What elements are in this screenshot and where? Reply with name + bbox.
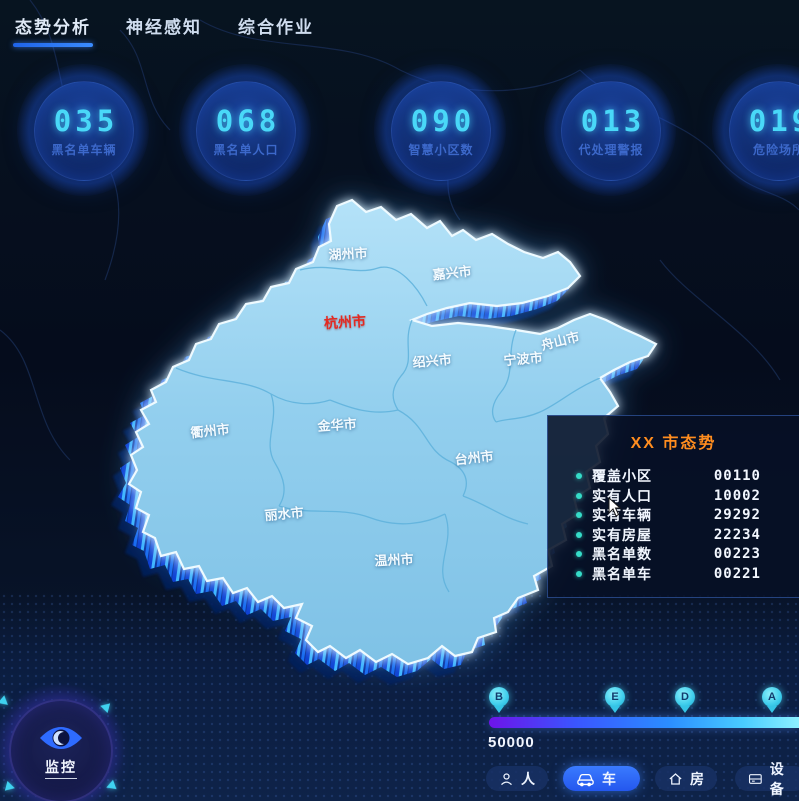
city-label-hangzhou-highlighted[interactable]: 杭州市	[323, 312, 367, 332]
panel-row-actual-houses: 实有房屋 22234	[548, 526, 799, 544]
filter-label: 车	[602, 770, 616, 787]
panel-row-blacklist-count: 黑名单数 00223	[548, 545, 799, 563]
tab-neural-perception[interactable]: 神经感知	[126, 18, 202, 37]
timeline-pin-b[interactable]: B	[489, 687, 509, 713]
city-label-lishui[interactable]: 丽水市	[263, 504, 305, 524]
timeline-value: 50000	[488, 734, 535, 751]
bullet-dot-icon	[576, 492, 582, 499]
monitor-button[interactable]: 监控	[0, 684, 124, 801]
stat-label: 智慧小区数	[408, 143, 474, 157]
eye-icon	[40, 727, 82, 749]
stat-value: 035	[53, 104, 119, 138]
stat-value: 068	[215, 104, 281, 138]
timeline-pin-e[interactable]: E	[605, 687, 625, 713]
top-navigation: 态势分析 神经感知 综合作业	[0, 0, 799, 52]
tab-comprehensive-operation[interactable]: 综合作业	[238, 18, 314, 37]
row-label: 黑名单车	[592, 565, 652, 582]
mouse-cursor	[608, 497, 622, 517]
stat-value: 019	[748, 104, 799, 138]
row-value: 22234	[713, 526, 761, 543]
filter-label: 房	[690, 770, 704, 787]
stat-blacklist-people: 068 黑名单人口	[179, 64, 311, 196]
panel-title: XX 市态势	[630, 435, 717, 452]
car-icon	[577, 773, 594, 786]
stat-blacklist-vehicles: 035 黑名单车辆	[17, 64, 149, 196]
city-label-taizhou[interactable]: 台州市	[453, 448, 495, 468]
stat-label: 危险场所	[752, 143, 799, 157]
bullet-dot-icon	[576, 531, 582, 538]
stat-label: 黑名单人口	[213, 143, 279, 157]
row-label: 黑名单数	[592, 546, 652, 563]
stat-dangerous-places: 019 危险场所	[712, 64, 799, 196]
row-label: 覆盖小区	[592, 468, 652, 484]
city-label-quzhou[interactable]: 衢州市	[189, 421, 231, 441]
stat-smart-communities: 090 智慧小区数	[374, 64, 506, 196]
stat-core: 013 代处理警报	[561, 81, 661, 181]
stat-pending-alerts: 013 代处理警报	[544, 64, 676, 196]
city-boundaries	[175, 266, 601, 593]
city-label-jiaxing[interactable]: 嘉兴市	[431, 263, 473, 283]
row-value: 10002	[713, 487, 761, 504]
stat-label: 代处理警报	[578, 143, 644, 157]
panel-row-actual-vehicles: 实有车辆 29292	[548, 506, 799, 524]
bullet-dot-icon	[576, 473, 582, 479]
timeline-gradient-bar[interactable]	[489, 717, 799, 728]
row-label: 实有车辆	[592, 507, 652, 524]
city-label-huzhou[interactable]: 湖州市	[328, 245, 368, 263]
city-label-wenzhou[interactable]: 温州市	[374, 551, 414, 569]
bullet-dot-icon	[576, 551, 582, 558]
monitor-label: 监控	[45, 757, 77, 779]
row-value: 00223	[713, 546, 761, 563]
stat-value: 090	[410, 104, 476, 138]
stat-core: 035 黑名单车辆	[34, 81, 134, 181]
stat-core: 068 黑名单人口	[196, 81, 296, 181]
panel-row-blacklist-vehicles: 黑名单车 00221	[548, 565, 799, 583]
filter-button-vehicle[interactable]: 车	[563, 766, 640, 791]
filter-button-house[interactable]: 房	[655, 766, 717, 791]
monitor-disc: 监控	[9, 699, 113, 801]
filter-label: 人	[521, 770, 535, 787]
person-icon	[501, 772, 512, 785]
panel-rows: 覆盖小区 00110 实有人口 10002 实有车辆 29292 实有房屋 22…	[548, 463, 799, 587]
stat-core: 090 智慧小区数	[391, 81, 491, 181]
row-value: 00221	[713, 565, 761, 582]
row-label: 实有房屋	[592, 526, 652, 543]
device-icon	[748, 773, 762, 784]
row-value: 00110	[713, 468, 761, 484]
row-value: 29292	[713, 507, 761, 524]
house-icon	[669, 772, 682, 785]
tab-situation-analysis[interactable]: 态势分析	[13, 13, 93, 47]
filter-label: 设备	[769, 760, 784, 797]
stat-label: 黑名单车辆	[51, 143, 117, 157]
bullet-dot-icon	[576, 570, 582, 577]
panel-row-actual-population: 实有人口 10002	[548, 487, 799, 505]
timeline-pin-d[interactable]: D	[675, 687, 695, 713]
bullet-dot-icon	[576, 512, 582, 519]
city-situation-panel: XX 市态势 覆盖小区 00110 实有人口 10002 实有车辆 29292 …	[547, 415, 799, 598]
city-label-jinhua[interactable]: 金华市	[317, 416, 358, 434]
city-label-shaoxing[interactable]: 绍兴市	[411, 351, 453, 371]
province-map-region[interactable]	[127, 198, 658, 666]
panel-row-covered-communities: 覆盖小区 00110	[548, 467, 799, 485]
row-label: 实有人口	[592, 487, 652, 504]
filter-button-device[interactable]: 设备	[735, 761, 799, 797]
timeline-pin-a[interactable]: A	[762, 687, 782, 713]
stat-value: 013	[580, 104, 646, 138]
filter-button-person[interactable]: 人	[486, 766, 548, 791]
city-label-ningbo[interactable]: 宁波市	[502, 349, 544, 369]
